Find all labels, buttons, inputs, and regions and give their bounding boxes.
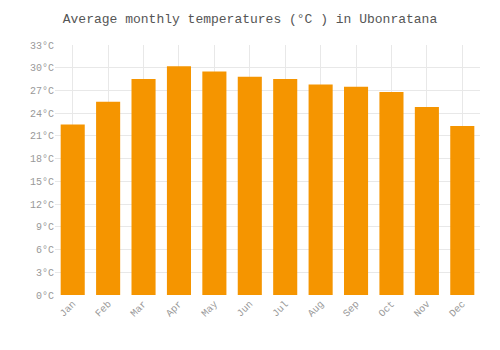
svg-text:15°C: 15°C bbox=[30, 177, 54, 188]
svg-text:21°C: 21°C bbox=[30, 131, 54, 142]
svg-text:24°C: 24°C bbox=[30, 109, 54, 120]
svg-text:Nov: Nov bbox=[412, 299, 433, 320]
svg-text:27°C: 27°C bbox=[30, 86, 54, 97]
svg-text:May: May bbox=[200, 299, 221, 320]
svg-text:Jan: Jan bbox=[58, 299, 79, 320]
svg-text:9°C: 9°C bbox=[36, 222, 54, 233]
svg-text:Apr: Apr bbox=[164, 299, 185, 320]
svg-text:12°C: 12°C bbox=[30, 200, 54, 211]
svg-text:0°C: 0°C bbox=[36, 291, 54, 302]
svg-text:Aug: Aug bbox=[306, 299, 327, 320]
svg-text:30°C: 30°C bbox=[30, 63, 54, 74]
svg-text:Dec: Dec bbox=[447, 299, 468, 320]
svg-text:Jul: Jul bbox=[270, 299, 291, 320]
svg-text:Sep: Sep bbox=[341, 299, 362, 320]
svg-text:Oct: Oct bbox=[377, 299, 398, 320]
svg-text:Jun: Jun bbox=[235, 299, 256, 320]
svg-text:Average monthly temperatures (: Average monthly temperatures (°C ) in Ub… bbox=[63, 12, 438, 27]
svg-text:Feb: Feb bbox=[93, 299, 114, 320]
svg-text:3°C: 3°C bbox=[36, 268, 54, 279]
svg-text:18°C: 18°C bbox=[30, 154, 54, 165]
svg-text:6°C: 6°C bbox=[36, 245, 54, 256]
svg-text:33°C: 33°C bbox=[30, 41, 54, 52]
svg-text:Mar: Mar bbox=[129, 299, 150, 320]
